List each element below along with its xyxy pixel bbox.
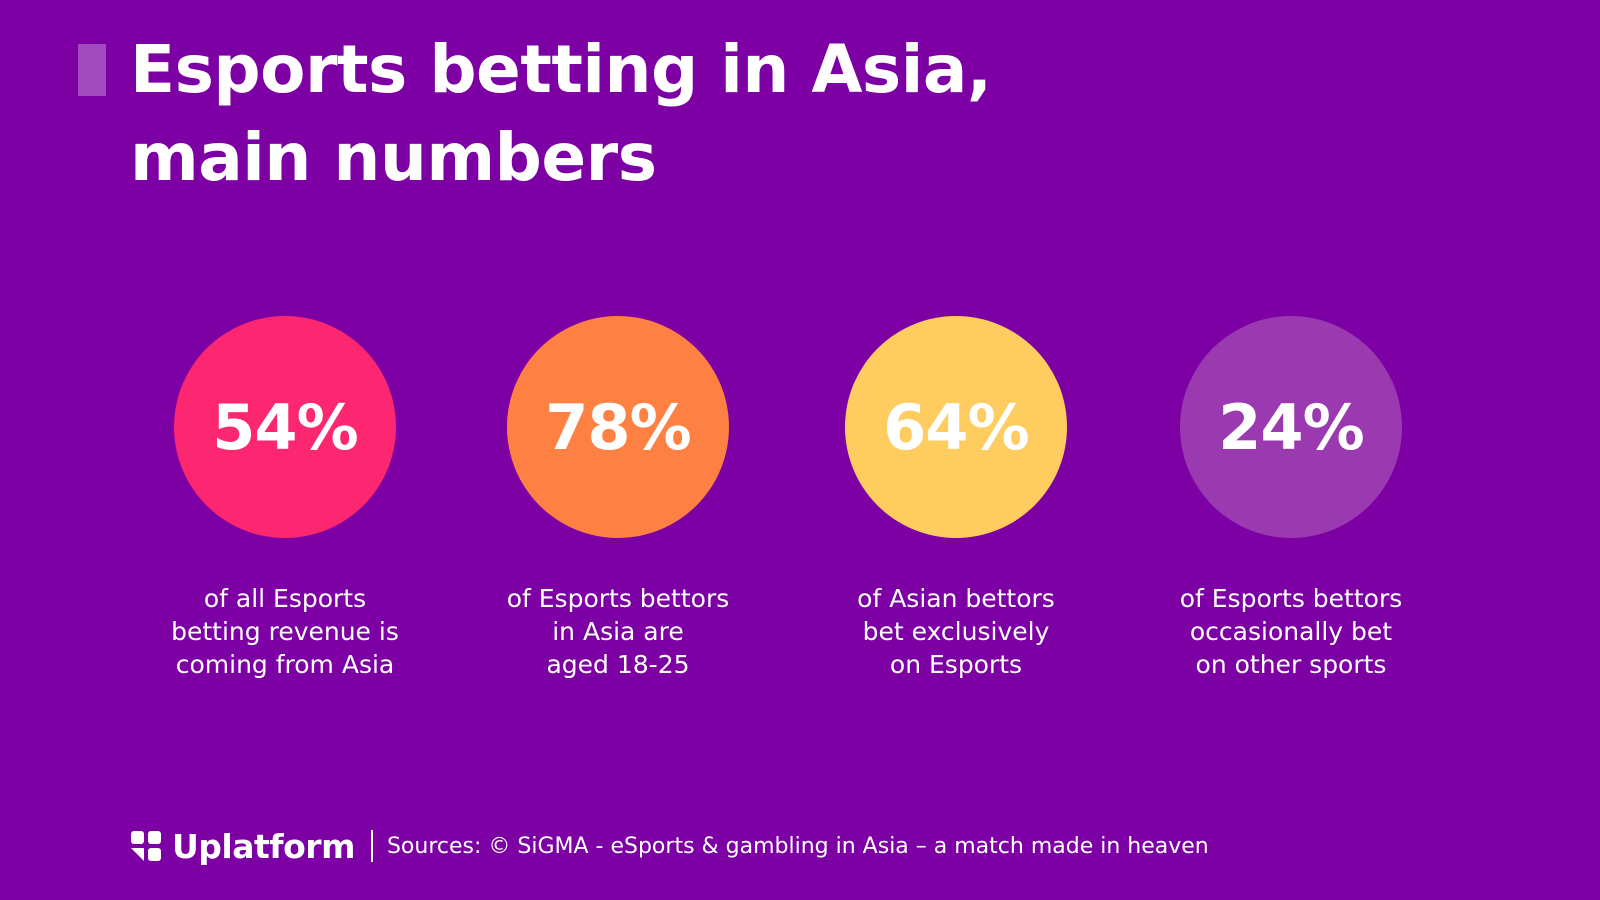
- stat-caption: of Asian bettors bet exclusively on Espo…: [806, 582, 1106, 681]
- title-line-1: Esports betting in Asia,: [130, 31, 992, 108]
- stat-caption: of Esports bettors in Asia are aged 18-2…: [468, 582, 768, 681]
- caption-line: on other sports: [1195, 650, 1387, 679]
- caption-line: coming from Asia: [175, 650, 395, 679]
- stat-revenue: 54% of all Esports betting revenue is co…: [135, 316, 435, 681]
- stat-other-sports: 24% of Esports bettors occasionally bet …: [1141, 316, 1441, 681]
- caption-line: of all Esports: [203, 584, 367, 613]
- stat-circle: 64%: [845, 316, 1067, 538]
- stat-value: 64%: [883, 390, 1029, 464]
- caption-line: of Esports bettors: [1179, 584, 1403, 613]
- stat-value: 78%: [545, 390, 691, 464]
- stat-circle: 78%: [507, 316, 729, 538]
- caption-line: in Asia are: [552, 617, 684, 646]
- stat-age: 78% of Esports bettors in Asia are aged …: [468, 316, 768, 681]
- stat-caption: of Esports bettors occasionally bet on o…: [1141, 582, 1441, 681]
- sources-text: Sources: © SiGMA - eSports & gambling in…: [386, 833, 1209, 859]
- caption-line: occasionally bet: [1189, 617, 1393, 646]
- footer-divider: [370, 830, 373, 862]
- uplatform-logo: Uplatform: [172, 826, 355, 866]
- caption-line: on Esports: [889, 650, 1023, 679]
- title-accent-bar: [78, 44, 106, 96]
- footer: Uplatform Sources: © SiGMA - eSports & g…: [130, 826, 1209, 866]
- stat-circle: 54%: [174, 316, 396, 538]
- caption-line: betting revenue is: [171, 617, 399, 646]
- caption-line: of Esports bettors: [506, 584, 730, 613]
- caption-line: of Asian bettors: [857, 584, 1055, 613]
- stat-caption: of all Esports betting revenue is coming…: [135, 582, 435, 681]
- caption-line: aged 18-25: [546, 650, 690, 679]
- stat-value: 24%: [1218, 390, 1364, 464]
- stat-value: 54%: [212, 390, 358, 464]
- stat-circle: 24%: [1180, 316, 1402, 538]
- uplatform-logo-icon: [131, 831, 161, 861]
- caption-line: bet exclusively: [862, 617, 1050, 646]
- page-title: Esports betting in Asia, main numbers: [130, 26, 992, 202]
- title-line-2: main numbers: [130, 119, 657, 196]
- stat-exclusive: 64% of Asian bettors bet exclusively on …: [806, 316, 1106, 681]
